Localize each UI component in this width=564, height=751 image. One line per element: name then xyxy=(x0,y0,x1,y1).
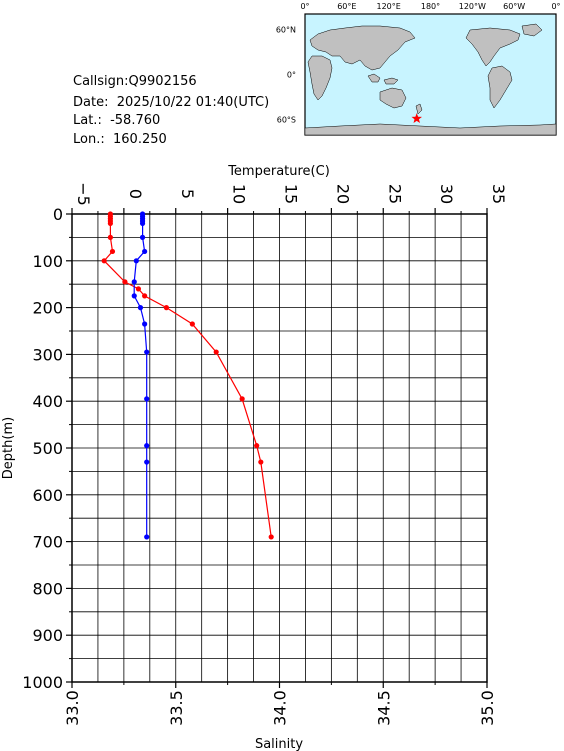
salinity-data-point xyxy=(144,349,150,355)
map-landmass xyxy=(465,27,521,67)
temperature-data-point xyxy=(258,459,264,465)
y-tick-label: 400 xyxy=(32,392,63,411)
temperature-data-point xyxy=(122,279,128,285)
top-axis-title: Temperature(C) xyxy=(227,164,330,179)
bottom-tick-label: 34.5 xyxy=(374,690,393,726)
salinity-data-point xyxy=(144,459,150,465)
temperature-data-point xyxy=(135,286,141,292)
salinity-data-point xyxy=(131,293,137,299)
callsign-line: Callsign:Q9902156 xyxy=(73,74,197,90)
lon-label: Lon.: xyxy=(73,132,105,147)
map-lat-tick-label: 60°N xyxy=(276,26,296,35)
map-lon-tick-label: 60°E xyxy=(337,2,356,11)
salinity-data-point xyxy=(144,443,150,449)
map-lon-tick-label: 180° xyxy=(421,2,440,11)
top-tick-label: 15 xyxy=(282,184,301,204)
temperature-data-point xyxy=(142,293,148,299)
temperature-data-point xyxy=(239,396,245,402)
bottom-tick-label: 35.0 xyxy=(478,690,497,726)
temperature-data-point xyxy=(254,443,260,449)
bottom-tick-label: 33.5 xyxy=(167,690,186,726)
y-tick-label: 200 xyxy=(32,299,63,318)
map-landmass xyxy=(415,103,423,115)
y-tick-label: 100 xyxy=(32,252,63,271)
salinity-data-point xyxy=(137,305,144,311)
date-line: Date: 2025/10/22 01:40(UTC) xyxy=(73,95,269,111)
y-tick-label: 900 xyxy=(32,626,63,645)
top-tick-label: 10 xyxy=(230,184,249,204)
salinity-data-point xyxy=(142,248,148,255)
lat-value: -58.760 xyxy=(110,113,161,128)
map-lat-tick-label: 60°S xyxy=(277,116,296,125)
salinity-data-point xyxy=(139,220,146,226)
map-landmass xyxy=(379,87,407,109)
location-map: 0° 60°E 120°E 180° 120°W 60°W 0° 60°N 0° 60°S xyxy=(276,2,561,136)
lat-label: Lat.: xyxy=(73,113,102,128)
date-label: Date: xyxy=(73,95,109,110)
map-lon-tick-label: 120°W xyxy=(459,2,486,11)
profile-plot: 0 100 200 300 400 500 600 700 800 900 1000 −5 0 5 10 1… xyxy=(1,164,508,751)
lon-value: 160.250 xyxy=(113,132,167,147)
y-tick-label: 300 xyxy=(32,345,63,364)
temperature-data-point xyxy=(101,258,107,264)
bottom-tick-label: 34.0 xyxy=(271,690,290,726)
callsign-label: Callsign: xyxy=(73,74,129,89)
salinity-data-point xyxy=(142,321,148,327)
salinity-data-point xyxy=(144,534,150,540)
temperature-data-point xyxy=(268,534,274,540)
top-tick-label: 35 xyxy=(489,184,508,204)
salinity-data-point xyxy=(139,234,146,240)
salinity-data-point xyxy=(131,279,137,285)
map-landmass xyxy=(307,55,333,101)
top-tick-label: −5 xyxy=(74,182,93,206)
salinity-data-point xyxy=(144,396,150,402)
map-lon-tick-label: 60°W xyxy=(503,2,525,11)
y-tick-label: 600 xyxy=(32,486,63,505)
map-lon-tick-label: 0° xyxy=(551,2,560,11)
map-landmass xyxy=(383,77,399,85)
top-tick-label: 0 xyxy=(126,189,145,199)
y-tick-label: 1000 xyxy=(22,673,63,692)
temperature-data-point xyxy=(213,349,219,355)
map-land xyxy=(304,23,557,136)
bottom-axis-title: Salinity xyxy=(255,737,303,751)
y-tick-label: 500 xyxy=(32,439,63,458)
top-tick-label: 30 xyxy=(437,184,456,204)
map-landmass xyxy=(304,123,557,136)
callsign-value: Q9902156 xyxy=(128,74,197,89)
y-axis-title: Depth(m) xyxy=(1,417,16,479)
y-tick-label: 800 xyxy=(32,579,63,598)
top-tick-label: 20 xyxy=(333,184,352,204)
station-marker-icon xyxy=(411,113,422,123)
temperature-series-line xyxy=(103,214,272,537)
top-tick-label: 5 xyxy=(178,189,197,199)
salinity-data-point xyxy=(133,258,139,264)
map-lon-tick-label: 120°E xyxy=(377,2,401,11)
temperature-data-point xyxy=(163,305,170,311)
top-tick-label: 25 xyxy=(385,184,404,204)
temperature-data-point xyxy=(107,220,113,226)
map-landmass xyxy=(309,25,416,71)
map-landmass xyxy=(521,23,543,37)
y-tick-label: 700 xyxy=(32,533,63,552)
grid-lines xyxy=(72,214,487,682)
bottom-tick-label: 33.0 xyxy=(63,690,82,726)
map-lon-tick-label: 0° xyxy=(300,2,309,11)
y-tick-label: 0 xyxy=(53,205,63,224)
map-landmass xyxy=(487,65,513,109)
temperature-data-point xyxy=(107,234,113,240)
map-lat-tick-label: 0° xyxy=(287,71,296,80)
lat-line: Lat.: -58.760 xyxy=(73,113,160,129)
lon-line: Lon.: 160.250 xyxy=(73,132,167,148)
map-landmass xyxy=(367,73,381,83)
date-value: 2025/10/22 01:40(UTC) xyxy=(116,95,270,110)
temperature-data-point xyxy=(109,248,116,255)
temperature-data-point xyxy=(189,321,195,327)
